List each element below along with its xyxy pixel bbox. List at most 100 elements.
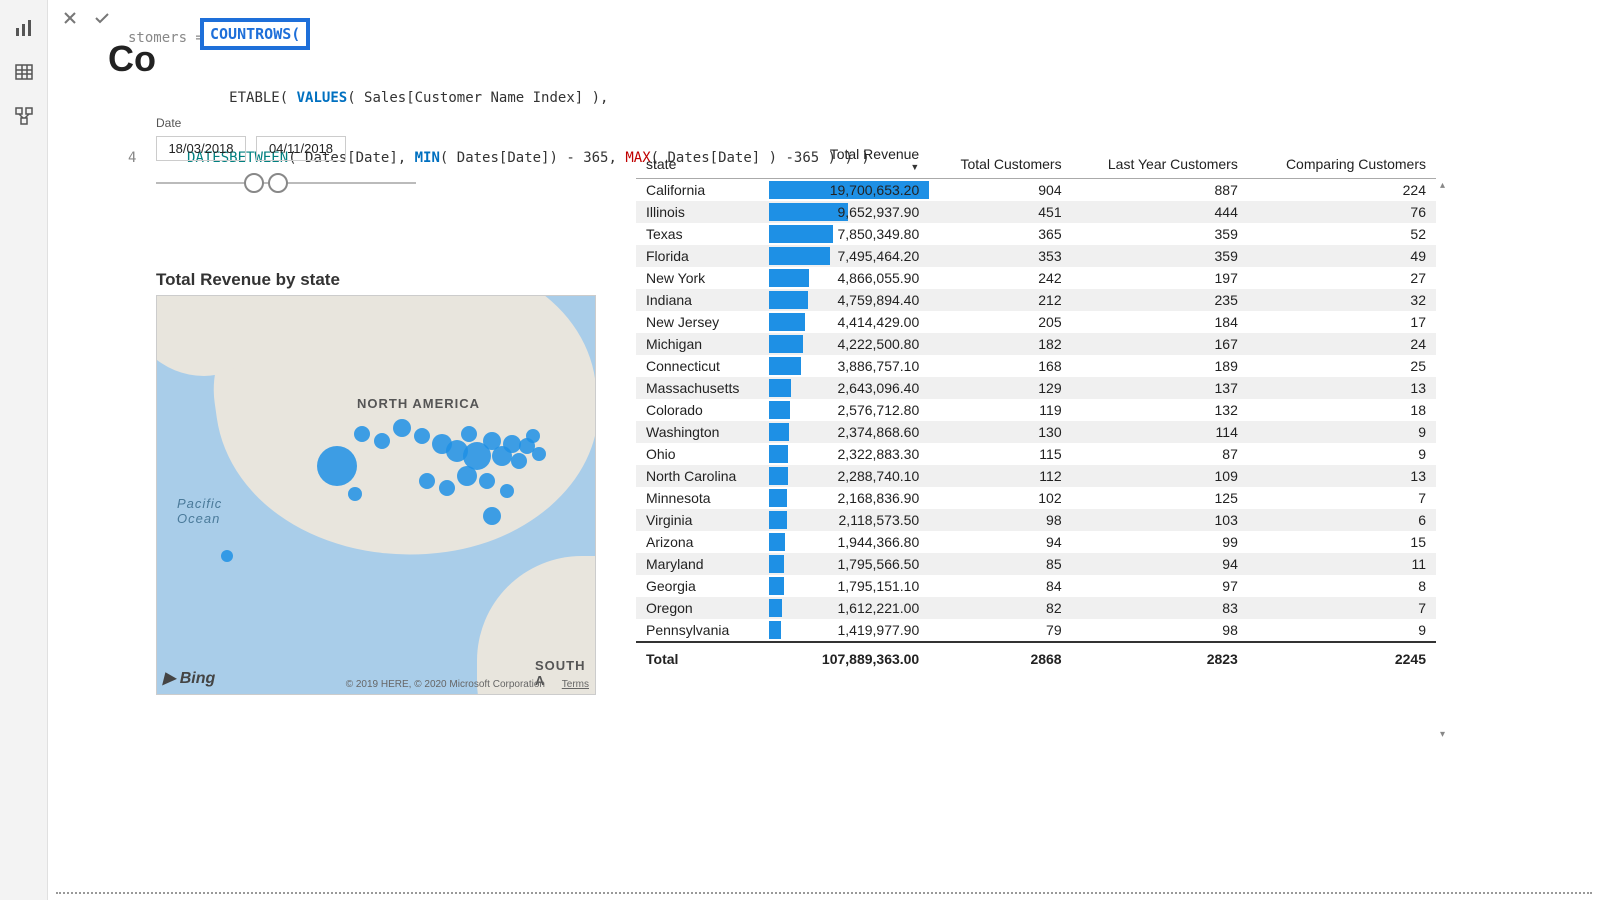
cell-revenue: 4,759,894.40 — [769, 289, 929, 311]
cell-total-customers: 102 — [929, 487, 1071, 509]
table-row[interactable]: Michigan4,222,500.8018216724 — [636, 333, 1436, 355]
table-row[interactable]: Indiana4,759,894.4021223532 — [636, 289, 1436, 311]
formula-cancel-button[interactable] — [56, 4, 84, 32]
map-visual[interactable]: NORTH AMERICA SOUTH A Pacific Ocean ▶ Bi… — [156, 295, 596, 695]
cell-state: Massachusetts — [636, 377, 769, 399]
cell-state: Texas — [636, 223, 769, 245]
cell-revenue: 4,866,055.90 — [769, 267, 929, 289]
scroll-down-icon[interactable]: ▾ — [1440, 729, 1450, 740]
col-revenue[interactable]: Total Revenue▼ — [769, 140, 929, 179]
table-row[interactable]: Florida7,495,464.2035335949 — [636, 245, 1436, 267]
col-last-year[interactable]: Last Year Customers — [1072, 140, 1248, 179]
report-canvas: stomers = xxxxxxxxxxxxETABLE( VALUES( Sa… — [48, 0, 1600, 900]
slicer-end-date[interactable]: 04/11/2018 — [256, 136, 346, 161]
cell-last-year: 97 — [1072, 575, 1248, 597]
slicer-handle-start[interactable] — [244, 173, 264, 193]
cell-revenue: 2,168,836.90 — [769, 487, 929, 509]
map-bubble[interactable] — [414, 428, 430, 444]
table-row[interactable]: California19,700,653.20904887224 — [636, 179, 1436, 202]
table-row[interactable]: Illinois9,652,937.9045144476 — [636, 201, 1436, 223]
cell-comparing: 32 — [1248, 289, 1436, 311]
map-bubble[interactable] — [393, 419, 411, 437]
table-row[interactable]: Pennsylvania1,419,977.9079989 — [636, 619, 1436, 642]
table-row[interactable]: Maryland1,795,566.50859411 — [636, 553, 1436, 575]
cell-state: Oregon — [636, 597, 769, 619]
cell-total-customers: 212 — [929, 289, 1071, 311]
table-row[interactable]: New York4,866,055.9024219727 — [636, 267, 1436, 289]
table-row[interactable]: Massachusetts2,643,096.4012913713 — [636, 377, 1436, 399]
table-scrollbar[interactable]: ▴ ▾ — [1440, 180, 1450, 740]
slicer-handle-end[interactable] — [268, 173, 288, 193]
table-row[interactable]: New Jersey4,414,429.0020518417 — [636, 311, 1436, 333]
table-row[interactable]: Ohio2,322,883.30115879 — [636, 443, 1436, 465]
table-row[interactable]: Connecticut3,886,757.1016818925 — [636, 355, 1436, 377]
cell-total-customers: 115 — [929, 443, 1071, 465]
map-bubble[interactable] — [374, 433, 390, 449]
map-bubble[interactable] — [317, 446, 357, 486]
cell-total-customers: 84 — [929, 575, 1071, 597]
map-bubble[interactable] — [354, 426, 370, 442]
revenue-table[interactable]: state Total Revenue▼ Total Customers Las… — [636, 140, 1436, 675]
cell-state: Ohio — [636, 443, 769, 465]
table-row[interactable]: Washington2,374,868.601301149 — [636, 421, 1436, 443]
map-bubble[interactable] — [479, 473, 495, 489]
cell-revenue: 2,322,883.30 — [769, 443, 929, 465]
table-row[interactable]: Minnesota2,168,836.901021257 — [636, 487, 1436, 509]
page-divider — [56, 892, 1592, 894]
report-view-button[interactable] — [6, 10, 42, 46]
map-bubble[interactable] — [532, 447, 546, 461]
col-state[interactable]: state — [636, 140, 769, 179]
map-bubble[interactable] — [439, 480, 455, 496]
cell-comparing: 52 — [1248, 223, 1436, 245]
table-row[interactable]: North Carolina2,288,740.1011210913 — [636, 465, 1436, 487]
cell-comparing: 76 — [1248, 201, 1436, 223]
slicer-track[interactable] — [156, 171, 416, 195]
cell-state: Colorado — [636, 399, 769, 421]
cell-last-year: 83 — [1072, 597, 1248, 619]
model-view-button[interactable] — [6, 98, 42, 134]
cell-revenue: 2,576,712.80 — [769, 399, 929, 421]
cell-comparing: 8 — [1248, 575, 1436, 597]
cell-last-year: 94 — [1072, 553, 1248, 575]
cell-comparing: 13 — [1248, 377, 1436, 399]
cell-state: Florida — [636, 245, 769, 267]
cell-last-year: 235 — [1072, 289, 1248, 311]
map-bubble[interactable] — [457, 466, 477, 486]
map-bubble[interactable] — [500, 484, 514, 498]
cell-state: Georgia — [636, 575, 769, 597]
table-row[interactable]: Virginia2,118,573.50981036 — [636, 509, 1436, 531]
map-bubble[interactable] — [419, 473, 435, 489]
cell-revenue: 2,643,096.40 — [769, 377, 929, 399]
cell-comparing: 9 — [1248, 619, 1436, 642]
cell-state: New Jersey — [636, 311, 769, 333]
cell-total-customers: 205 — [929, 311, 1071, 333]
table-row[interactable]: Georgia1,795,151.1084978 — [636, 575, 1436, 597]
formula-commit-button[interactable] — [88, 4, 116, 32]
col-comparing[interactable]: Comparing Customers — [1248, 140, 1436, 179]
cell-comparing: 7 — [1248, 597, 1436, 619]
map-attribution: © 2019 HERE, © 2020 Microsoft Corporatio… — [346, 679, 545, 690]
cell-comparing: 27 — [1248, 267, 1436, 289]
cell-comparing: 9 — [1248, 421, 1436, 443]
slicer-start-date[interactable]: 18/03/2018 — [156, 136, 246, 161]
map-bubble[interactable] — [483, 507, 501, 525]
map-bubble[interactable] — [511, 453, 527, 469]
table-row[interactable]: Colorado2,576,712.8011913218 — [636, 399, 1436, 421]
map-terms-link[interactable]: Terms — [562, 679, 589, 690]
scroll-up-icon[interactable]: ▴ — [1440, 180, 1450, 191]
cell-total-customers: 353 — [929, 245, 1071, 267]
table-row[interactable]: Texas7,850,349.8036535952 — [636, 223, 1436, 245]
cell-comparing: 17 — [1248, 311, 1436, 333]
cell-total-customers: 182 — [929, 333, 1071, 355]
cell-revenue: 4,222,500.80 — [769, 333, 929, 355]
cell-last-year: 99 — [1072, 531, 1248, 553]
col-total-customers[interactable]: Total Customers — [929, 140, 1071, 179]
table-row[interactable]: Arizona1,944,366.80949915 — [636, 531, 1436, 553]
table-row[interactable]: Oregon1,612,221.0082837 — [636, 597, 1436, 619]
map-bubble[interactable] — [348, 487, 362, 501]
data-view-button[interactable] — [6, 54, 42, 90]
map-bubble[interactable] — [526, 429, 540, 443]
date-slicer[interactable]: Date 18/03/2018 04/11/2018 — [156, 116, 416, 195]
map-bubble[interactable] — [461, 426, 477, 442]
map-bubble[interactable] — [221, 550, 233, 562]
